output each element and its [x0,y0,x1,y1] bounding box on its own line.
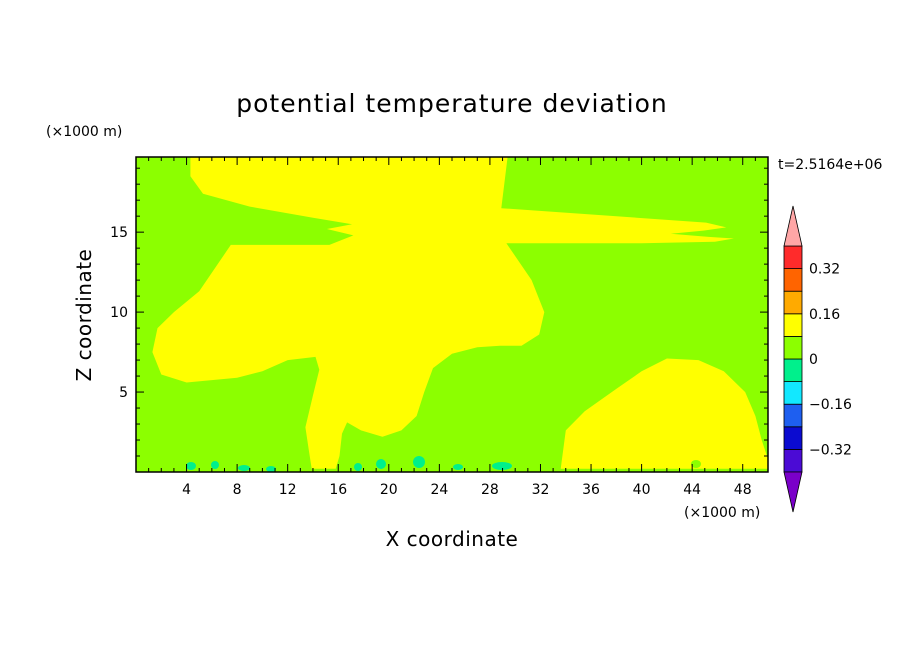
x-axis-unit: (×1000 m) [684,505,760,521]
colorbar-tick-label: 0.32 [809,262,840,278]
surface-patch [413,456,425,468]
x-tick-label: 48 [734,482,752,498]
y-tick-label: 10 [110,305,128,321]
colorbar-tick-label: 0.16 [809,307,840,323]
colorbar-bin [783,290,803,315]
colorbar-over-arrow [783,205,803,247]
surface-patch [691,460,701,468]
x-tick-label: 36 [582,482,600,498]
x-tick-label: 12 [279,482,297,498]
colorbar: 0.32 0.16 0 −0.16 −0.32 [783,205,852,513]
colorbar-tick-label: 0 [809,352,818,368]
y-tick-label: 15 [110,225,128,241]
x-tick-label: 40 [633,482,651,498]
colorbar-bin [783,448,803,473]
surface-patch [211,461,219,469]
colorbar-bin [783,426,803,450]
y-tick-label: 5 [119,385,128,401]
colorbar-bin [783,313,803,337]
surface-patch [238,465,250,471]
y-axis-unit: (×1000 m) [46,124,122,140]
negative-deviation-main-region [152,157,734,469]
x-tick-label: 28 [481,482,499,498]
x-axis-label: X coordinate [386,527,519,551]
surface-patch [453,464,463,470]
chart-title: potential temperature deviation [236,89,667,118]
surface-patch [266,466,276,472]
x-tick-label: 4 [182,482,191,498]
x-tick-label: 32 [532,482,550,498]
colorbar-bin [783,358,803,383]
x-tick-label: 8 [233,482,242,498]
colorbar-bin [783,403,803,428]
colorbar-bin [783,245,803,270]
contour-regions [152,157,768,469]
surface-noise [186,456,701,472]
colorbar-bin [783,335,803,360]
x-tick-label: 20 [380,482,398,498]
x-axis-ticks: 4 8 12 16 20 24 28 32 36 40 44 48 [148,157,756,498]
surface-patch [492,462,512,470]
x-tick-label: 44 [683,482,701,498]
surface-patch [354,463,362,471]
y-axis-ticks: 5 10 15 [110,167,768,457]
surface-patch [376,459,386,469]
colorbar-under-arrow [783,471,803,513]
negative-deviation-lower-right-region [560,358,768,469]
colorbar-tick-label: −0.16 [809,397,852,413]
x-tick-label: 16 [329,482,347,498]
colorbar-tick-label: −0.32 [809,442,852,458]
y-axis-label: Z coordinate [72,249,96,382]
x-tick-label: 24 [430,482,448,498]
time-label: t=2.5164e+06 [778,157,882,173]
colorbar-bin [783,268,803,292]
colorbar-bin [783,381,803,405]
surface-patch [186,462,196,470]
